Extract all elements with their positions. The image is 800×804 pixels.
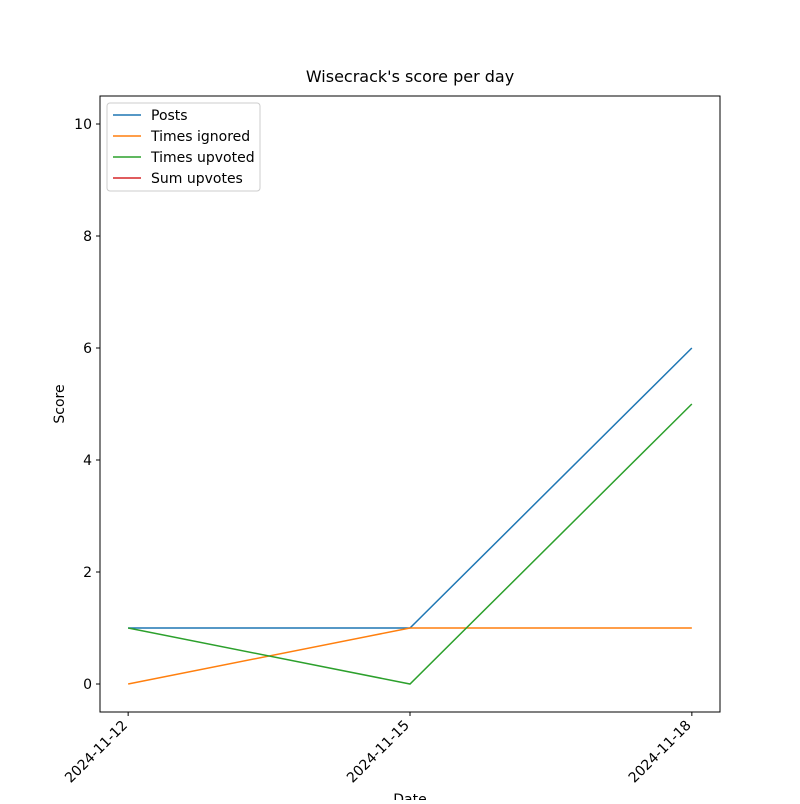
plot-frame [99,95,721,713]
series-line [128,627,692,685]
y-tick-label: 8 [83,229,92,245]
legend-label: Posts [151,108,188,124]
x-axis-label: Date [393,792,426,800]
y-tick-label: 6 [83,341,92,357]
x-tick-label: 2024-11-12 [62,718,131,787]
y-axis-label: Score [52,384,68,423]
y-tick-label: 0 [83,677,92,693]
y-tick-label: 10 [74,117,92,133]
legend-label: Sum upvotes [151,171,243,187]
series-line [128,403,693,685]
legend-label: Times ignored [150,129,250,145]
chart-title: Wisecrack's score per day [306,67,514,86]
legend-label: Times upvoted [150,150,255,166]
y-tick-label: 4 [83,453,92,469]
x-tick-label: 2024-11-15 [344,718,413,787]
y-tick-label: 2 [83,565,92,581]
legend-box [106,102,261,192]
x-tick-label: 2024-11-18 [626,718,695,787]
